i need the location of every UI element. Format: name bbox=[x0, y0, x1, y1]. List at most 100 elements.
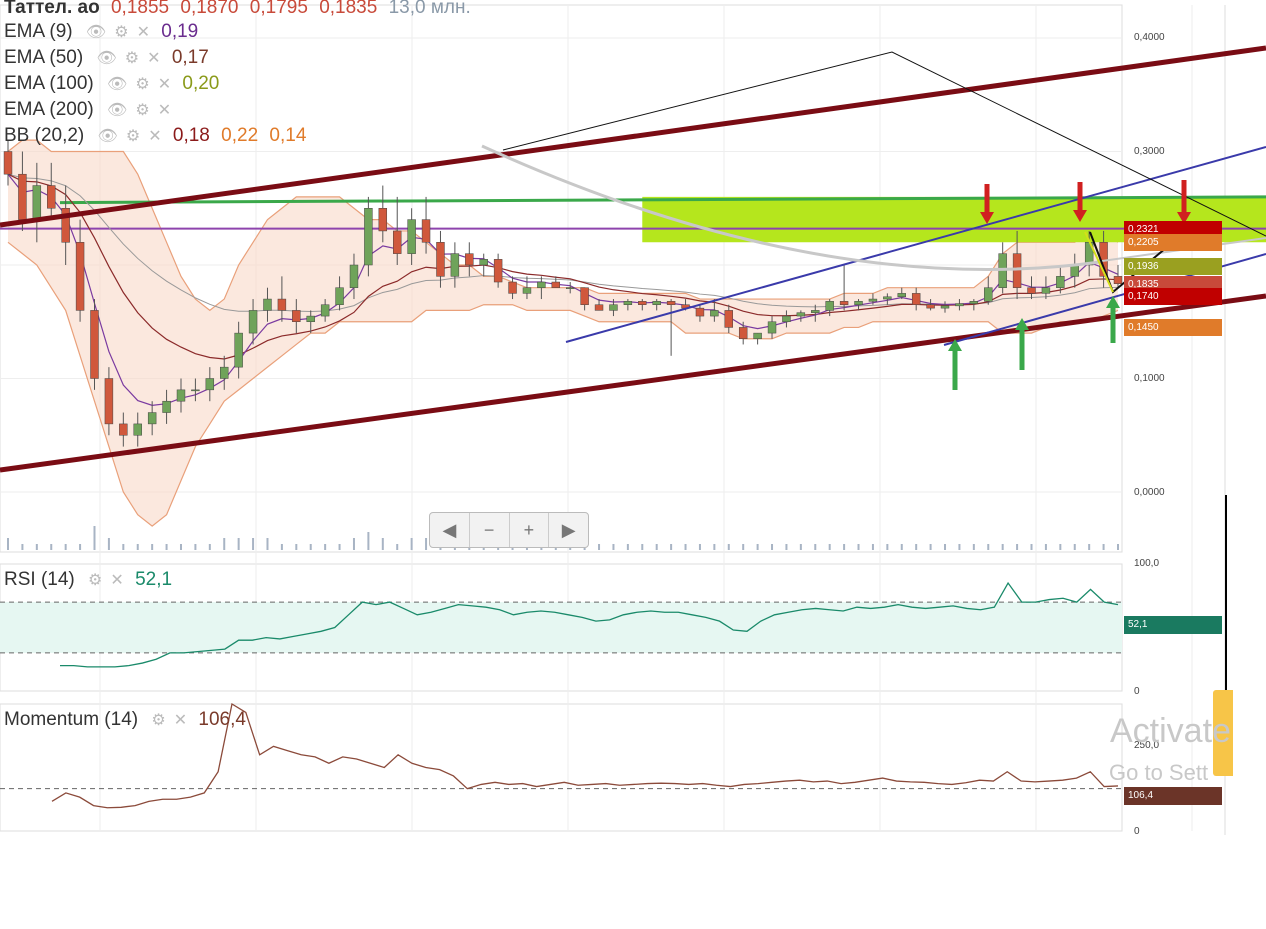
candle-body bbox=[220, 366, 229, 379]
volume-bar bbox=[828, 544, 831, 550]
legend-ema200: EMA (200) 👁 ⚙ ✕ bbox=[4, 99, 171, 121]
legend-bb: BB (20,2) 👁 ⚙ ✕ 0,18 0,22 0,14 bbox=[4, 125, 306, 147]
volume-bar bbox=[727, 544, 730, 550]
rsi-title: RSI (14) bbox=[4, 569, 75, 590]
activate-watermark: Activate bbox=[1110, 712, 1231, 750]
close-icon[interactable]: ✕ bbox=[136, 23, 150, 41]
gear-icon[interactable]: ⚙ bbox=[114, 23, 129, 41]
yellow-segment bbox=[1084, 231, 1114, 293]
candle-body bbox=[104, 378, 114, 425]
volume-bar bbox=[1001, 544, 1004, 550]
candle-body bbox=[1012, 253, 1022, 288]
rsi-band bbox=[0, 602, 1122, 653]
eye-icon[interactable]: 👁 bbox=[107, 101, 128, 119]
price-tick-3: 0,0000 bbox=[1134, 487, 1165, 498]
gear-icon[interactable]: ⚙ bbox=[135, 101, 150, 119]
candle-body bbox=[349, 264, 359, 288]
gear-icon[interactable]: ⚙ bbox=[88, 571, 103, 589]
gear-icon[interactable]: ⚙ bbox=[151, 711, 166, 729]
volume-bar bbox=[1073, 544, 1076, 550]
candle-body bbox=[537, 281, 546, 288]
legend-ema50-label: EMA (50) bbox=[4, 47, 84, 68]
side-panel-tab[interactable] bbox=[1213, 690, 1233, 776]
gear-icon[interactable]: ⚙ bbox=[124, 49, 140, 67]
candle-body bbox=[854, 301, 863, 305]
scroll-right-button[interactable]: ▶ bbox=[561, 520, 576, 540]
volume-bar bbox=[324, 544, 327, 550]
candle-body bbox=[1041, 287, 1051, 294]
legend-ema50: EMA (50) 👁 ⚙ ✕ 0,17 bbox=[4, 47, 209, 69]
close-icon[interactable]: ✕ bbox=[157, 75, 172, 93]
momentum-axis-top: 250,0 bbox=[1134, 740, 1160, 751]
legend-bb-lower: 0,14 bbox=[269, 125, 307, 146]
ticker-header: Таттел. ао 0,1855 0,1870 0,1795 0,1835 1… bbox=[4, 0, 471, 19]
volume-bar bbox=[266, 538, 269, 550]
zoom-out-button[interactable]: − bbox=[470, 513, 510, 547]
close-icon[interactable]: ✕ bbox=[173, 711, 188, 729]
gear-icon[interactable]: ⚙ bbox=[135, 75, 150, 93]
candle-body bbox=[955, 303, 964, 307]
candle-body bbox=[465, 253, 474, 266]
legend-ema9-label: EMA (9) bbox=[4, 21, 73, 42]
volume-bar bbox=[785, 544, 788, 550]
zoom-in-button[interactable]: + bbox=[510, 513, 550, 547]
candle-body bbox=[493, 259, 503, 283]
bb-upper-line bbox=[7, 139, 1119, 312]
close-icon[interactable]: ✕ bbox=[157, 101, 172, 119]
candle-body bbox=[191, 389, 200, 392]
eye-icon[interactable]: 👁 bbox=[107, 75, 128, 93]
eye-icon[interactable]: 👁 bbox=[97, 127, 118, 145]
volume-bar bbox=[64, 544, 67, 550]
green-arrow-head bbox=[1015, 318, 1029, 330]
candle-body bbox=[609, 304, 618, 311]
candle-body bbox=[393, 230, 402, 254]
eye-icon[interactable]: 👁 bbox=[85, 23, 107, 41]
volume-bar bbox=[107, 538, 110, 550]
candle-body bbox=[811, 310, 820, 313]
candle-body bbox=[436, 242, 445, 277]
rsi-line bbox=[60, 581, 1119, 668]
volume-bar bbox=[871, 544, 874, 550]
momentum-value: 106,4 bbox=[198, 709, 246, 730]
volume-bar bbox=[598, 544, 601, 550]
legend-ema100-label: EMA (100) bbox=[4, 73, 94, 94]
close-icon[interactable]: ✕ bbox=[147, 49, 161, 67]
candle-body bbox=[565, 287, 575, 289]
volume-bar bbox=[381, 538, 384, 550]
volume-bar bbox=[309, 544, 312, 550]
close-icon[interactable]: ✕ bbox=[148, 127, 162, 145]
low-value: 0,1795 bbox=[249, 0, 308, 18]
green-arrow-head bbox=[1106, 296, 1120, 308]
candle-body bbox=[248, 310, 258, 334]
scroll-left-button[interactable]: ◀ bbox=[430, 513, 470, 547]
bb-fill bbox=[8, 140, 1118, 527]
volume-bar bbox=[1044, 544, 1047, 550]
candle-body bbox=[926, 304, 935, 309]
volume-bar bbox=[338, 544, 341, 550]
candle-body bbox=[782, 315, 791, 323]
close-value: 0,1835 bbox=[319, 0, 378, 18]
momentum-legend: Momentum (14) ⚙ ✕ 106,4 bbox=[4, 709, 246, 731]
candle-body bbox=[623, 301, 633, 305]
rsi-axis-bottom: 0 bbox=[1134, 686, 1140, 697]
legend-bb-label: BB (20,2) bbox=[4, 125, 85, 146]
momentum-title: Momentum (14) bbox=[4, 709, 139, 730]
volume-bar bbox=[900, 544, 903, 550]
legend-ema200-label: EMA (200) bbox=[4, 99, 94, 120]
candle-body bbox=[450, 253, 460, 277]
volume-bar bbox=[684, 544, 687, 550]
volume-bar bbox=[352, 538, 355, 550]
momentum-line bbox=[51, 702, 1119, 809]
close-icon[interactable]: ✕ bbox=[110, 571, 124, 589]
candle-body bbox=[364, 208, 373, 266]
gear-icon[interactable]: ⚙ bbox=[125, 127, 141, 145]
volume-bar bbox=[756, 544, 759, 550]
candle-body bbox=[75, 242, 85, 311]
candle-body bbox=[868, 298, 878, 302]
chart-navigator: ◀ − + ▶ bbox=[429, 512, 589, 548]
candle-body bbox=[119, 423, 128, 436]
candle-body bbox=[825, 301, 834, 311]
candle-body bbox=[292, 310, 301, 322]
eye-icon[interactable]: 👁 bbox=[96, 49, 117, 67]
price-tick-0: 0,4000 bbox=[1134, 32, 1165, 43]
